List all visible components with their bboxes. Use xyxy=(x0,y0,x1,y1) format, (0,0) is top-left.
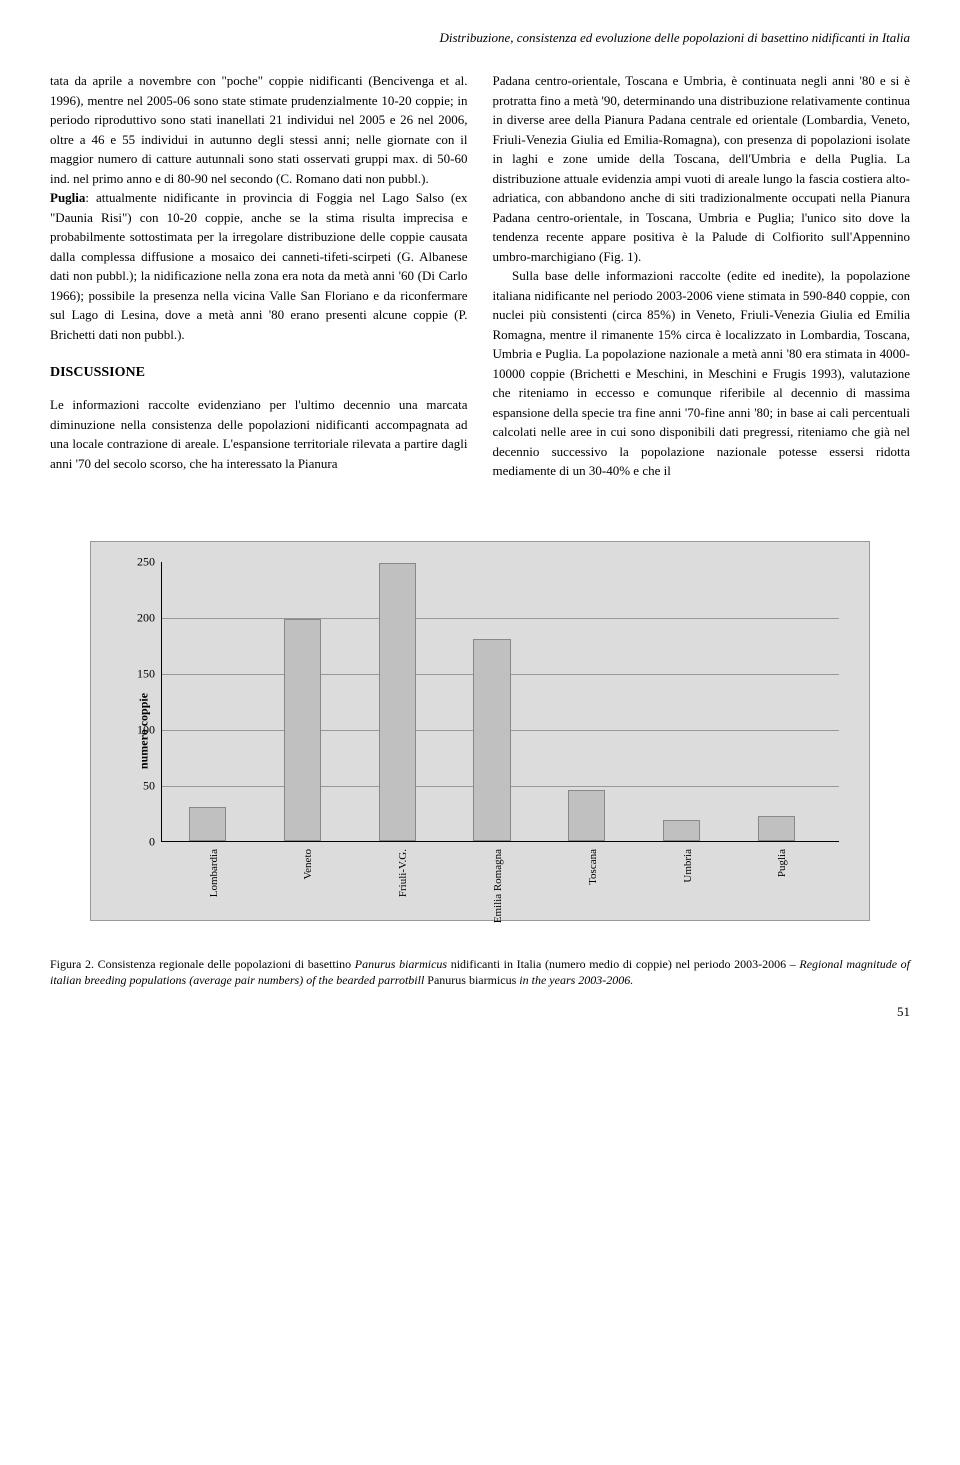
bar xyxy=(284,619,321,841)
left-para1: tata da aprile a novembre con "poche" co… xyxy=(50,73,468,186)
left-para3: Le informazioni raccolte evidenziano per… xyxy=(50,395,468,473)
figure-caption: Figura 2. Consistenza regionale delle po… xyxy=(50,956,910,990)
left-para2: : attualmente nidificante in provincia d… xyxy=(50,190,468,342)
y-tick-label: 100 xyxy=(127,722,155,737)
y-tick-label: 0 xyxy=(127,834,155,849)
x-tick-label: Friuli-V.G. xyxy=(397,849,409,897)
chart-container: numero coppie 050100150200250LombardiaVe… xyxy=(50,521,910,941)
caption-species1: Panurus biarmicus xyxy=(355,957,447,971)
page-number: 51 xyxy=(50,1004,910,1020)
section-heading: DISCUSSIONE xyxy=(50,362,468,383)
caption-mid1: nidificanti in Italia (numero medio di c… xyxy=(447,957,799,971)
bar-chart: numero coppie 050100150200250LombardiaVe… xyxy=(90,541,870,921)
x-tick-label: Puglia xyxy=(776,849,788,877)
x-tick-label: Toscana xyxy=(587,849,599,885)
bar xyxy=(189,807,226,841)
right-para2: Sulla base delle informazioni raccolte (… xyxy=(493,266,911,481)
text-columns: tata da aprile a novembre con "poche" co… xyxy=(50,71,910,481)
x-tick-label: Emilia Romagna xyxy=(492,849,504,923)
running-header: Distribuzione, consistenza ed evoluzione… xyxy=(50,30,910,46)
bar xyxy=(379,563,416,841)
y-tick-label: 200 xyxy=(127,610,155,625)
right-column: Padana centro-orientale, Toscana e Umbri… xyxy=(493,71,911,481)
plot-area: 050100150200250LombardiaVenetoFriuli-V.G… xyxy=(161,562,839,842)
x-tick-label: Umbria xyxy=(682,849,694,883)
caption-years: in the years 2003-2006. xyxy=(516,973,633,987)
right-para1: Padana centro-orientale, Toscana e Umbri… xyxy=(493,71,911,266)
puglia-label: Puglia xyxy=(50,190,85,205)
y-tick-label: 50 xyxy=(127,778,155,793)
gridline xyxy=(162,618,839,619)
x-tick-label: Veneto xyxy=(302,849,314,880)
y-tick-label: 150 xyxy=(127,666,155,681)
bar xyxy=(473,639,510,841)
y-tick-label: 250 xyxy=(127,554,155,569)
bar xyxy=(758,816,795,841)
left-column: tata da aprile a novembre con "poche" co… xyxy=(50,71,468,481)
bar xyxy=(663,820,700,840)
caption-species2: Panurus biarmicus xyxy=(427,973,516,987)
bar xyxy=(568,790,605,840)
x-tick-label: Lombardia xyxy=(208,849,220,897)
caption-pre: Figura 2. Consistenza regionale delle po… xyxy=(50,957,355,971)
